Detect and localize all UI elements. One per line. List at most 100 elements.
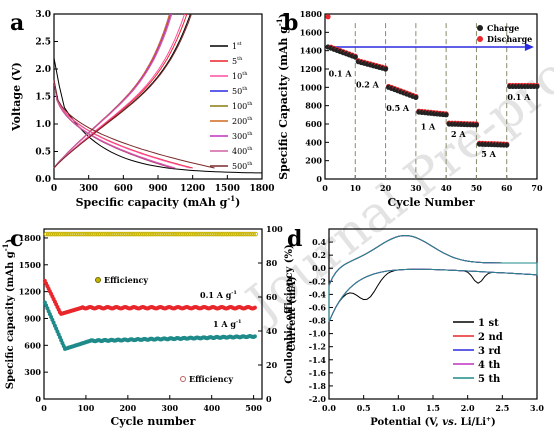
efficiency-point: [89, 231, 95, 237]
y-tick-label: 1800: [19, 233, 42, 243]
efficiency-point: [79, 231, 85, 237]
efficiency-point: [136, 231, 141, 237]
charge-curve-300: [53, 13, 172, 169]
x-axis-label: Specific capacity (mAh g-1): [76, 194, 241, 209]
x-tick-label: 0: [322, 183, 328, 193]
efficiency-point: [215, 231, 221, 237]
x-tick-label: 1800: [249, 184, 274, 194]
x-tick-label: 70: [531, 183, 543, 193]
efficiency-point: [165, 231, 170, 237]
charge-point: [413, 94, 419, 101]
y-tick-label: 1800: [300, 9, 323, 19]
y-tick-label: 0.0: [35, 175, 51, 185]
discharge-curve-200: [53, 79, 173, 169]
charge-point: [473, 122, 480, 128]
efficiency-point: [112, 231, 118, 237]
x-tick-label: 900: [149, 184, 168, 194]
x-tick-label: 400: [203, 403, 220, 413]
efficiency-point: [192, 231, 198, 237]
efficiency-point: [224, 231, 229, 237]
efficiency-point: [71, 231, 76, 237]
y-tick-label: 0: [316, 174, 322, 184]
rate-label: 5 A: [481, 149, 496, 159]
y-tick-label: 0.4: [312, 237, 326, 247]
legend-label: 1 st: [478, 318, 499, 329]
annotation-efficiency-bottom: Efficiency: [189, 374, 233, 384]
y-tick-label: 600: [24, 340, 41, 350]
efficiency-point: [207, 231, 212, 237]
efficiency-point: [54, 231, 59, 237]
x-axis-label: Cycle number: [111, 415, 196, 428]
efficiency-point: [129, 231, 135, 237]
discharge-curve-500: [53, 79, 215, 169]
y-tick-label: 0.2: [312, 250, 326, 260]
plot-frame: [324, 13, 538, 180]
efficiency-point: [167, 231, 173, 237]
efficiency-point: [209, 231, 214, 237]
efficiency-point: [43, 231, 49, 237]
panel-b: 0 10 20 30 40 50 60 70 0 200 400 600 800 1000 1200 1400…: [275, 9, 543, 209]
efficiency-point: [144, 231, 150, 237]
y-tick-label: 1400: [300, 46, 323, 56]
y-tick-label: 0: [35, 394, 41, 404]
legend-label-charge: Charge: [487, 23, 519, 33]
x-tick-label: 300: [161, 403, 178, 413]
efficiency-point: [232, 231, 238, 237]
discharge-curve-1: [53, 57, 262, 174]
efficiency-point: [83, 231, 89, 237]
y-tick-label: 600: [305, 119, 322, 129]
y-right-tick-label: 20: [266, 360, 278, 370]
efficiency-point: [138, 231, 143, 237]
x-tick-label: 30: [410, 183, 422, 193]
efficiency-point: [190, 231, 196, 237]
efficiency-point: [247, 231, 252, 237]
efficiency-point: [150, 231, 156, 237]
y-tick-label: -1.6: [309, 368, 327, 378]
y-tick-label: -1.8: [309, 381, 327, 391]
efficiency-point: [133, 231, 139, 237]
charge-point: [504, 142, 510, 148]
y-right-tick-label: 40: [266, 326, 278, 336]
efficiency-point: [173, 231, 179, 237]
efficiency-point: [159, 231, 164, 237]
x-tick-label: 60: [501, 183, 513, 193]
y-tick-label: 400: [305, 137, 322, 147]
annotation-0.1A: 0.1 A g-1: [200, 290, 237, 300]
efficiency-point: [119, 231, 124, 237]
legend-label: 3 rd: [478, 346, 501, 357]
y-tick-label: -1.4: [309, 355, 327, 365]
y-axis-label: Voltage (V): [10, 62, 23, 132]
efficiency-point: [182, 231, 187, 237]
capacity-point-0.1A: [252, 305, 257, 310]
legend-label-500: 500th: [232, 161, 253, 171]
efficiency-point: [75, 231, 80, 237]
x-tick-label: 0: [41, 403, 47, 413]
efficiency-point: [62, 231, 68, 237]
efficiency-point: [245, 231, 250, 237]
efficiency-point: [154, 231, 160, 237]
y-tick-label: 1200: [19, 287, 42, 297]
charge-point: [443, 112, 449, 118]
efficiency-point: [47, 231, 53, 237]
x-tick-label: 1.5: [426, 403, 440, 413]
efficiency-point: [58, 231, 64, 237]
y-right-tick-label: 100: [266, 224, 283, 234]
discharge-curve-400: [53, 79, 176, 169]
efficiency-point: [96, 231, 101, 237]
efficiency-point: [115, 231, 120, 237]
efficiency-point: [211, 231, 217, 237]
y-tick-label: 200: [305, 156, 322, 166]
efficiency-point: [171, 231, 177, 237]
efficiency-point: [242, 231, 248, 237]
efficiency-point: [146, 231, 152, 237]
efficiency-point: [219, 231, 225, 237]
efficiency-point: [73, 231, 78, 237]
x-tick-label: 1.0: [391, 403, 405, 413]
charge-point: [534, 83, 540, 90]
y-right-tick-label: 0: [266, 394, 272, 404]
efficiency-point: [249, 231, 254, 237]
y-tick-label: 1.0: [35, 120, 51, 130]
efficiency-point: [142, 231, 147, 237]
efficiency-point: [230, 231, 235, 237]
y-tick-label: -0.8: [309, 316, 327, 326]
